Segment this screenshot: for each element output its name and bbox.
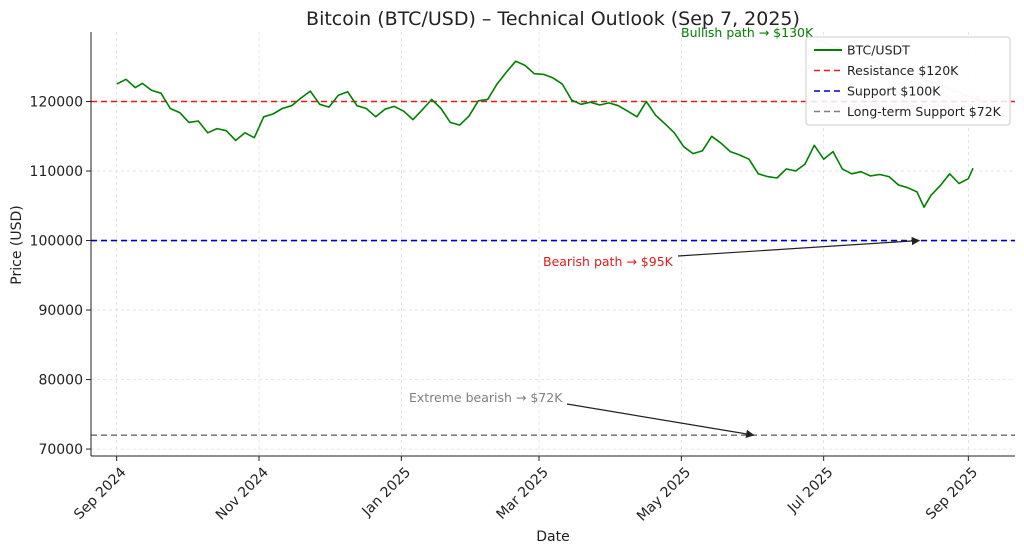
y-tick-label: 120000 [30, 95, 83, 111]
annotation-label: Extreme bearish → $72K [409, 390, 563, 405]
annotation-arrow [566, 403, 755, 439]
y-tick-label: 80000 [38, 373, 83, 389]
annotation-label: Bullish path → $130K [681, 25, 814, 40]
legend-box [805, 36, 1011, 126]
y-tick-label: 90000 [38, 303, 83, 319]
series-group [116, 60, 974, 208]
y-axis-label: Price (USD) [9, 205, 25, 284]
y-tick-label: 100000 [30, 234, 83, 250]
x-tick-label: Sep 2025 [923, 465, 981, 523]
legend: BTC/USDT Resistance $120K Support $100K Lon… [805, 36, 1011, 126]
axes [90, 32, 1015, 457]
x-tick-label: Mar 2025 [493, 465, 551, 523]
series-line [116, 60, 974, 208]
legend-label: Support $100K [847, 84, 941, 99]
chart-title: Bitcoin (BTC/USD) – Technical Outlook (S… [306, 8, 800, 30]
annotation-label: Bearish path → $95K [543, 254, 674, 269]
y-ticks: 70000 80000 90000 100000 110000 120000 [30, 95, 91, 458]
x-tick-label: Sep 2024 [71, 464, 129, 522]
x-ticks: Sep 2024 Nov 2024 Jan 2025 Mar 2025 May 2025… [71, 456, 981, 525]
x-axis-label: Date [536, 529, 569, 545]
legend-label: Long-term Support $72K [847, 104, 1002, 119]
legend-label: BTC/USDT [847, 43, 910, 58]
y-tick-label: 70000 [38, 442, 83, 458]
y-tick-label: 110000 [30, 164, 83, 180]
legend-label: Resistance $120K [847, 63, 959, 78]
annotation-arrow [677, 236, 921, 257]
annotations: Bullish path → $130K Bearish path → $95K E… [409, 25, 984, 439]
x-tick-label: May 2025 [634, 465, 694, 525]
x-tick-label: Jan 2025 [359, 465, 415, 521]
x-tick-label: Jul 2025 [784, 465, 836, 517]
x-tick-label: Nov 2024 [213, 464, 272, 523]
